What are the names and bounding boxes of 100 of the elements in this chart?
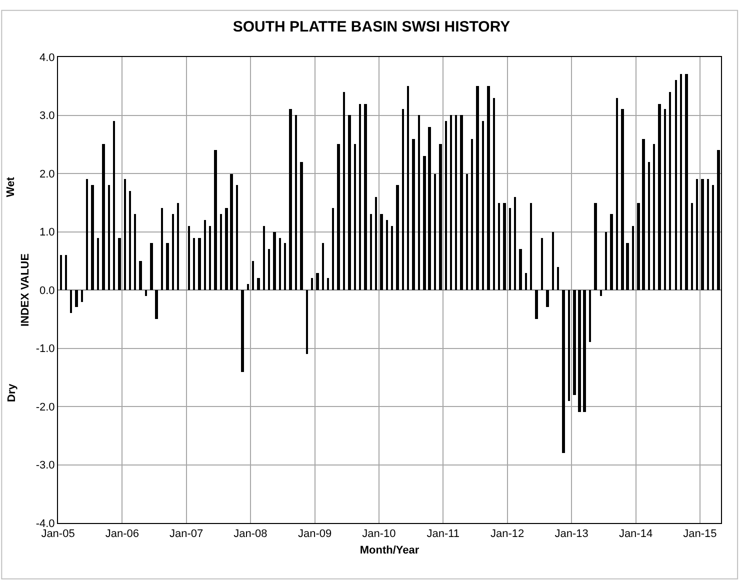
bar — [685, 74, 688, 290]
bar — [600, 290, 602, 296]
bar — [145, 290, 147, 296]
bar — [102, 144, 105, 290]
bar — [124, 179, 126, 290]
bar — [466, 174, 468, 290]
bar — [535, 290, 538, 319]
bar — [583, 290, 586, 412]
bar — [134, 214, 136, 290]
bar — [91, 185, 94, 290]
bar — [605, 232, 607, 290]
bar — [509, 208, 511, 290]
bar — [375, 197, 377, 290]
bar — [139, 261, 142, 290]
bar — [193, 238, 195, 290]
bar — [546, 290, 549, 307]
bar — [455, 115, 457, 290]
bar — [364, 104, 367, 290]
bar — [669, 92, 671, 290]
bar — [471, 139, 473, 290]
bar — [252, 261, 254, 290]
bar — [81, 290, 83, 302]
bar — [664, 109, 666, 290]
bar — [541, 238, 543, 290]
bar — [503, 203, 506, 290]
bar — [380, 214, 383, 290]
bar — [230, 174, 233, 290]
bar — [696, 179, 698, 290]
bar — [701, 179, 704, 290]
bar — [236, 185, 238, 290]
bar — [578, 290, 581, 412]
bar — [712, 185, 714, 290]
bar — [519, 249, 522, 290]
bar — [359, 104, 361, 290]
y-tick-label: -2.0 — [36, 401, 55, 414]
bar — [626, 243, 629, 290]
bar — [514, 197, 516, 290]
y-tick-label: -1.0 — [36, 343, 55, 356]
bar — [214, 150, 217, 290]
bar — [616, 98, 618, 290]
bar — [295, 115, 297, 290]
y-axis-title: INDEX VALUE — [19, 253, 32, 327]
y-tick-label: 2.0 — [40, 168, 55, 180]
x-tick-label: Jan-14 — [618, 528, 653, 540]
bar — [423, 156, 426, 290]
bar — [108, 185, 110, 290]
x-tick-label: Jan-13 — [554, 528, 588, 540]
bar — [589, 290, 591, 342]
bar — [642, 139, 645, 290]
x-tick-label: Jan-06 — [105, 528, 139, 540]
bar — [460, 115, 463, 290]
bar — [439, 144, 442, 290]
bar — [557, 267, 559, 290]
bar — [680, 74, 682, 290]
bar — [188, 226, 190, 290]
x-tick-label: Jan-11 — [426, 528, 460, 540]
bar — [279, 238, 281, 290]
bar — [658, 104, 661, 290]
bar — [343, 92, 345, 290]
bar — [487, 86, 490, 290]
x-tick-label: Jan-05 — [41, 528, 75, 540]
bar — [498, 203, 500, 290]
bar — [348, 115, 351, 290]
bar — [150, 243, 153, 290]
x-tick-label: Jan-07 — [169, 528, 204, 540]
bar — [530, 203, 532, 290]
bar — [418, 115, 420, 290]
bar — [648, 162, 650, 290]
bar — [396, 185, 399, 290]
bar — [552, 232, 554, 290]
x-tick-label: Jan-12 — [490, 528, 524, 540]
x-tick-label: Jan-08 — [234, 528, 268, 540]
bar — [161, 208, 163, 290]
bar — [707, 179, 709, 290]
y-tick-label: 1.0 — [40, 226, 55, 239]
text: Wet — [5, 176, 18, 198]
y-tick-label: 0.0 — [40, 284, 55, 297]
chart-title: SOUTH PLATTE BASIN SWSI HISTORY — [232, 18, 510, 36]
bar — [155, 290, 158, 319]
bar — [247, 284, 249, 290]
bar — [482, 121, 484, 290]
bar — [332, 208, 334, 290]
bar — [653, 144, 655, 290]
x-tick-label: Jan-09 — [298, 528, 332, 540]
bar — [129, 191, 131, 290]
bar — [316, 273, 319, 290]
bar — [412, 139, 415, 290]
bar — [220, 214, 222, 290]
bar — [354, 144, 356, 290]
bar — [407, 86, 409, 290]
bar — [268, 249, 270, 290]
bar — [225, 208, 228, 290]
bar — [198, 238, 201, 290]
bar — [327, 278, 329, 290]
bar — [476, 86, 479, 290]
bar — [691, 203, 693, 290]
bar — [166, 243, 169, 290]
bar — [284, 243, 286, 290]
bar — [289, 109, 292, 290]
bar — [675, 80, 677, 290]
